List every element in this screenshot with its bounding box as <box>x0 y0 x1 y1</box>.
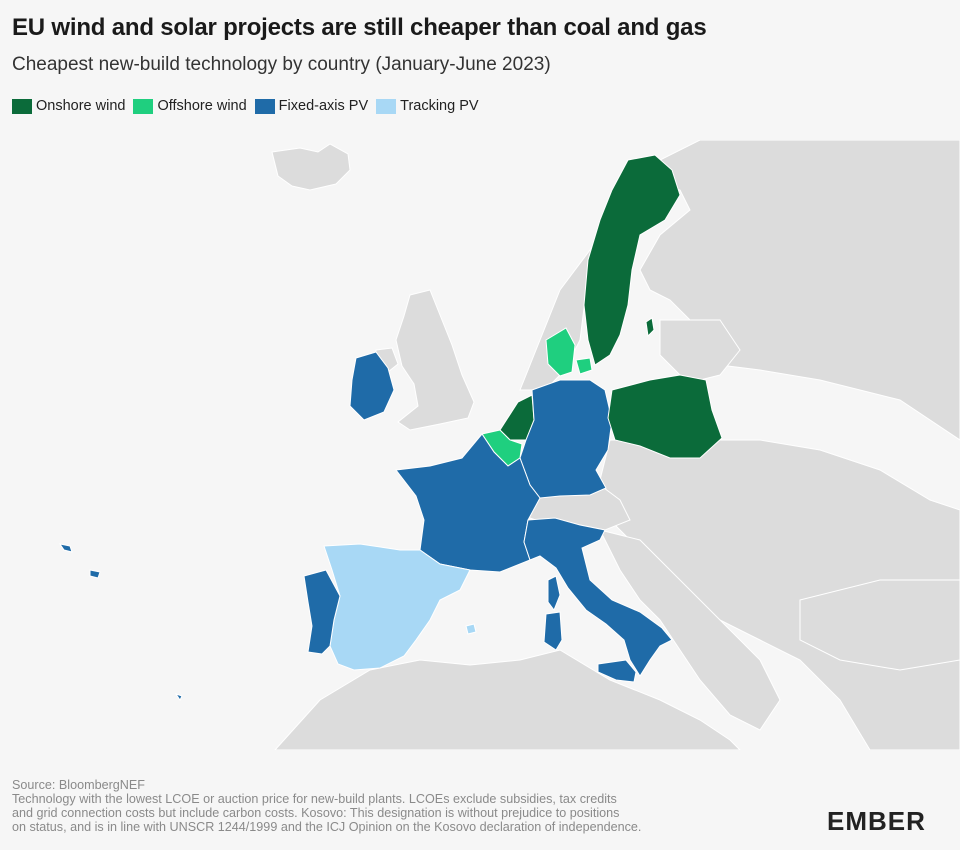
turkey-shape <box>799 579 960 671</box>
corsica-shape <box>547 575 561 612</box>
legend-swatch-offshore-wind <box>133 98 154 114</box>
footnote-line-3: on status, and is in line with UNSCR 124… <box>12 820 642 834</box>
map-svg <box>58 140 960 750</box>
legend-item-offshore-wind: Offshore wind <box>133 98 247 114</box>
legend-label-onshore-wind: Onshore wind <box>36 98 126 114</box>
footnote-source: Source: BloombergNEF <box>12 778 145 792</box>
footnote-line-1: Technology with the lowest LCOE or aucti… <box>12 792 617 806</box>
legend-label-fixed-axis-pv: Fixed-axis PV <box>278 98 369 114</box>
chart-subtitle: Cheapest new-build technology by country… <box>12 54 551 75</box>
legend-swatch-tracking-pv <box>376 98 397 114</box>
great-britain-shape <box>395 289 475 431</box>
legend-item-onshore-wind: Onshore wind <box>12 98 125 114</box>
sardinia-shape <box>543 611 563 651</box>
germany-shape <box>519 379 613 499</box>
baltics-shape <box>659 319 741 381</box>
chart-title: EU wind and solar projects are still che… <box>12 14 707 41</box>
legend: Onshore wind Offshore wind Fixed-axis PV… <box>12 98 479 114</box>
north-africa-shape <box>274 649 741 750</box>
gotland-shape <box>645 317 655 338</box>
legend-item-tracking-pv: Tracking PV <box>376 98 479 114</box>
balkans-shape <box>599 529 781 731</box>
poland-shape <box>607 374 723 459</box>
footnote: Source: BloombergNEF Technology with the… <box>12 778 812 834</box>
denmark-shape <box>545 327 593 377</box>
ember-logo: EMBER <box>827 806 926 836</box>
sweden-shape <box>583 154 681 366</box>
legend-swatch-fixed-axis-pv <box>254 98 275 114</box>
ireland-shape <box>349 351 395 421</box>
map <box>0 140 960 750</box>
balearic-shape <box>465 623 477 635</box>
italy-shape <box>523 517 673 677</box>
legend-label-offshore-wind: Offshore wind <box>157 98 247 114</box>
footnote-line-2: and grid connection costs but include ca… <box>12 806 620 820</box>
iceland-shape <box>271 143 351 191</box>
legend-swatch-onshore-wind <box>12 98 32 114</box>
sicily-shape <box>597 659 637 683</box>
land-grey <box>271 140 960 750</box>
madeira-shape <box>174 693 183 701</box>
legend-label-tracking-pv: Tracking PV <box>400 98 479 114</box>
eu-countries <box>58 154 723 701</box>
portugal-shape <box>303 569 341 655</box>
azores-shape <box>58 543 101 579</box>
legend-item-fixed-axis-pv: Fixed-axis PV <box>254 98 369 114</box>
